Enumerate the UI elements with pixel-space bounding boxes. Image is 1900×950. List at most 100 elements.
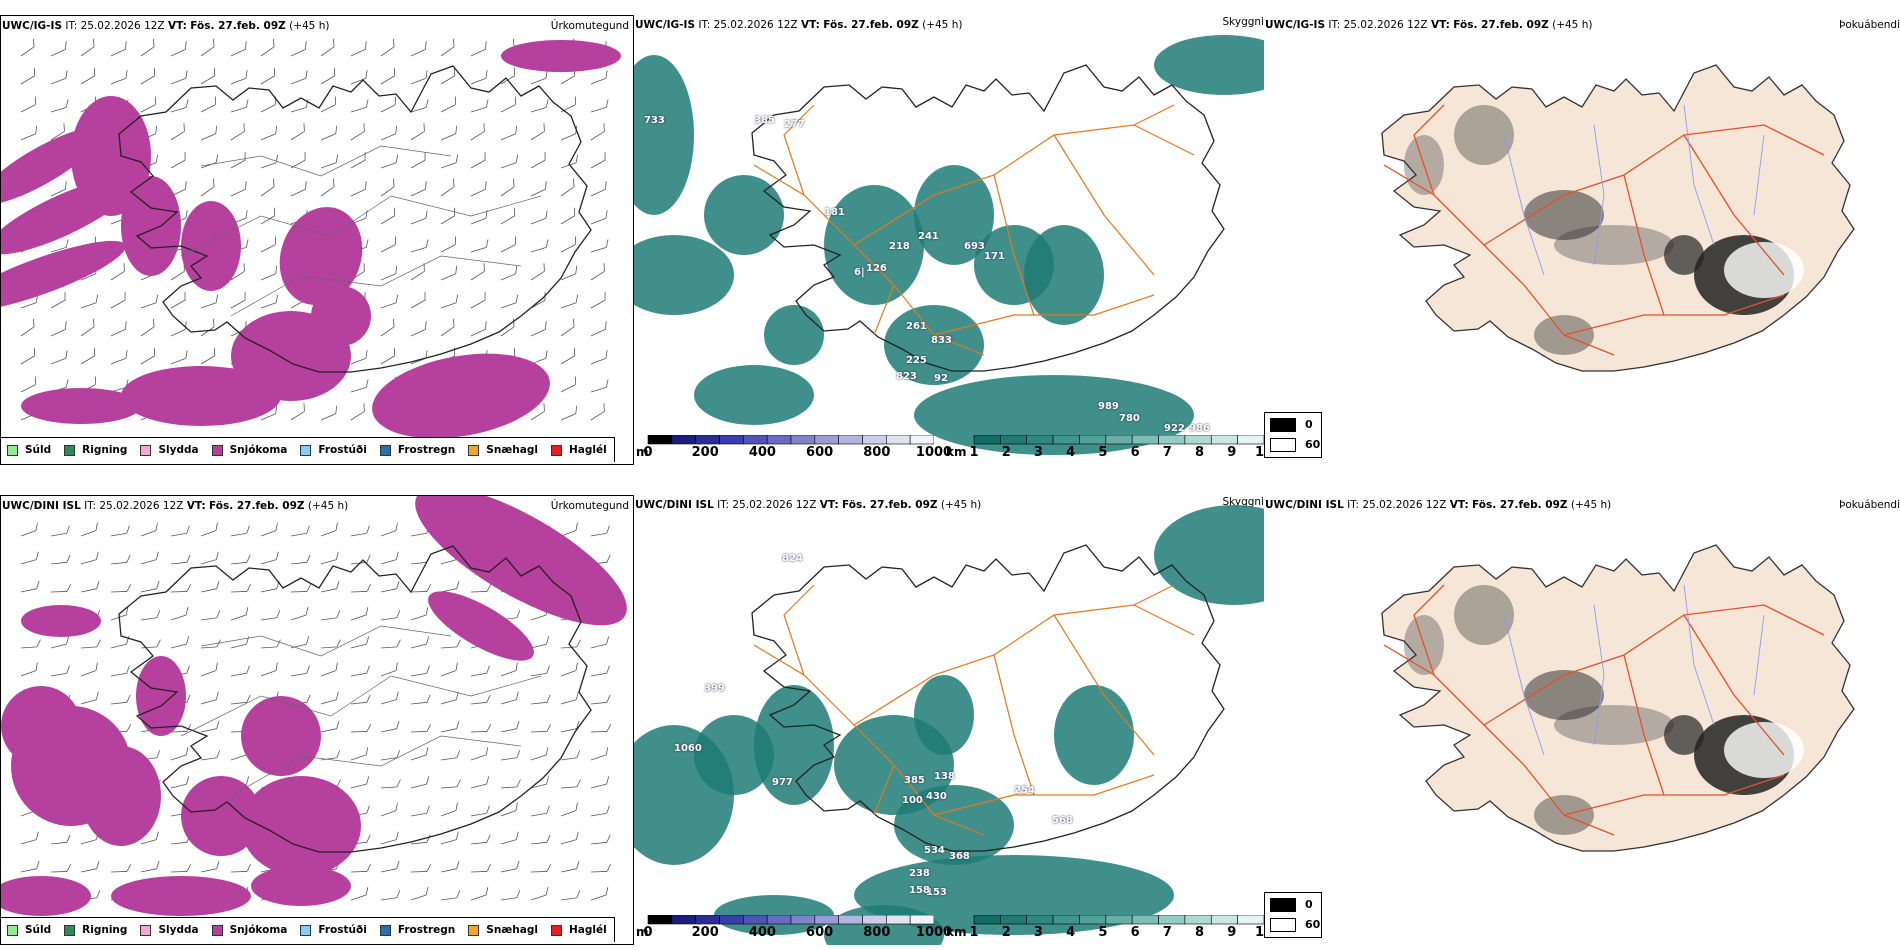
- colorbar-segment: [814, 915, 839, 925]
- colorbar-tick: 9: [1227, 925, 1237, 940]
- colorbar-segment: [743, 435, 768, 445]
- colorbar-tick: 4: [1066, 925, 1076, 940]
- colorbar-segment: [1158, 915, 1186, 925]
- legend-item: Súld: [7, 924, 51, 936]
- colorbar-segment: [814, 435, 839, 445]
- colorbar-segment: [1079, 915, 1107, 925]
- colorbar-tick: 4: [1066, 445, 1076, 460]
- cloudbase-label: 833: [931, 335, 952, 346]
- legend-swatch: [468, 444, 480, 456]
- legend-label: Slydda: [158, 924, 199, 936]
- legend-swatch: [211, 444, 223, 456]
- cloudbase-label: 534: [924, 845, 945, 856]
- colorbar-segment: [1026, 915, 1054, 925]
- cloudbase-label: 153: [926, 887, 947, 898]
- colorbar-segment: [1210, 435, 1238, 445]
- colorbar-segment: [671, 435, 696, 445]
- cloudbase-label: 385: [754, 115, 775, 126]
- fog-swatch: [1270, 898, 1296, 912]
- colorbar-segment: [1026, 435, 1054, 445]
- fog-legend: 0 60: [1264, 412, 1322, 458]
- colorbar-tick: 1000: [915, 925, 953, 940]
- cloudbase-label: 986: [1189, 423, 1210, 434]
- legend-label: Frostúði: [318, 924, 367, 936]
- colorbar-segment: [1237, 435, 1264, 445]
- cloudbase-label: 977: [772, 777, 793, 788]
- colorbar-tick: 800: [863, 925, 891, 940]
- colorbar-tick: 1: [969, 925, 979, 940]
- panel-title: Þokuábendi: [1839, 19, 1900, 31]
- colorbar-segment: [838, 435, 863, 445]
- panel-title: Skyggni: [1222, 16, 1265, 28]
- legend-label: Snæhagl: [486, 444, 538, 456]
- panel-title: Úrkomutegund: [550, 500, 629, 512]
- legend-swatch: [7, 924, 18, 936]
- colorbar-tick: 400: [748, 445, 776, 460]
- legend-swatch: [300, 444, 312, 456]
- fog-swatch: [1270, 918, 1296, 932]
- legend-swatch: [211, 924, 223, 936]
- legend-label: Snjókoma: [229, 444, 288, 456]
- fog-indicator-panel: UWC/IG-IS IT: 25.02.2026 12Z VT: Fös. 27…: [1264, 15, 1900, 465]
- fog-map: [1381, 544, 1855, 852]
- colorbar-segment: [1184, 915, 1212, 925]
- colorbar-segment: [973, 435, 1001, 445]
- precip-map: [1, 38, 621, 439]
- colorbar-segment: [838, 915, 863, 925]
- cloudbase-label: 254: [1014, 785, 1035, 796]
- cloudbase-label: 922: [1164, 423, 1185, 434]
- colorbar-segment: [1105, 915, 1133, 925]
- precip-legend: Súld Rigning Slydda Snjókoma Frostúði Frostre…: [1, 917, 615, 942]
- legend-item: Haglél: [550, 924, 607, 936]
- colorbar-segment: [1000, 915, 1028, 925]
- colorbar-segment: [647, 915, 673, 925]
- legend-label: Snæhagl: [486, 924, 538, 936]
- colorbar-tick: 8: [1195, 925, 1205, 940]
- colorbar-tick: 1000: [915, 445, 953, 460]
- run-header: UWC/DINI ISL IT: 25.02.2026 12Z VT: Fös.…: [635, 499, 982, 511]
- colorbar-segment: [695, 915, 720, 925]
- colorbar-segment: [671, 915, 696, 925]
- colorbar-segment: [1184, 435, 1212, 445]
- colorbar-segment: [719, 915, 744, 925]
- fog-label: 0: [1305, 418, 1313, 431]
- cloudbase-label: 181: [824, 207, 845, 218]
- precip-legend: Súld Rigning Slydda Snjókoma Frostúði Frostre…: [1, 437, 615, 462]
- colorbar-segment: [886, 435, 911, 445]
- legend-item: Snæhagl: [468, 444, 538, 456]
- colorbar-segment: [886, 915, 911, 925]
- colorbar-segment: [1210, 915, 1238, 925]
- colorbar-segment: [973, 915, 1001, 925]
- run-header: UWC/DINI ISL IT: 25.02.2026 12Z VT: Fös.…: [2, 500, 349, 512]
- colorbar-tick: 8: [1195, 445, 1205, 460]
- colorbar-tick: 6: [1130, 925, 1140, 940]
- cloudbase-label: 171: [984, 251, 1005, 262]
- run-header: UWC/IG-IS IT: 25.02.2026 12Z VT: Fös. 27…: [1265, 19, 1593, 31]
- visibility-map: [634, 505, 1264, 945]
- colorbar-segment: [695, 435, 720, 445]
- cloudbase-colorbar: m 0 200 400 600 800 1000: [634, 915, 952, 941]
- colorbar-segment: [1079, 435, 1107, 445]
- legend-item: Slydda: [140, 444, 199, 456]
- colorbar-tick: 200: [691, 925, 719, 940]
- colorbar-segment: [1000, 435, 1028, 445]
- colorbar-tick: 1: [969, 445, 979, 460]
- cloudbase-colorbar: m 0 200 400 600 800 1000: [634, 435, 952, 461]
- precip-type-panel: UWC/IG-IS IT: 25.02.2026 12Z VT: Fös. 27…: [0, 15, 634, 465]
- colorbar-tick: 3: [1033, 445, 1043, 460]
- colorbar-tick: 7: [1162, 925, 1172, 940]
- cloudbase-label: 100: [902, 795, 923, 806]
- legend-item: Súld: [7, 444, 51, 456]
- colorbar-tick: 800: [863, 445, 891, 460]
- legend-item: Frostregn: [379, 444, 455, 456]
- fog-indicator-panel: UWC/DINI ISL IT: 25.02.2026 12Z VT: Fös.…: [1264, 495, 1900, 945]
- colorbar-segment: [1158, 435, 1186, 445]
- run-header: UWC/IG-IS IT: 25.02.2026 12Z VT: Fös. 27…: [2, 20, 330, 32]
- legend-label: Frostúði: [318, 444, 367, 456]
- legend-item: Haglél: [550, 444, 607, 456]
- legend-swatch: [64, 444, 76, 456]
- colorbar-segment: [766, 435, 792, 445]
- legend-label: Slydda: [158, 444, 199, 456]
- colorbar-tick: 400: [748, 925, 776, 940]
- colorbar-tick: 6: [1130, 445, 1140, 460]
